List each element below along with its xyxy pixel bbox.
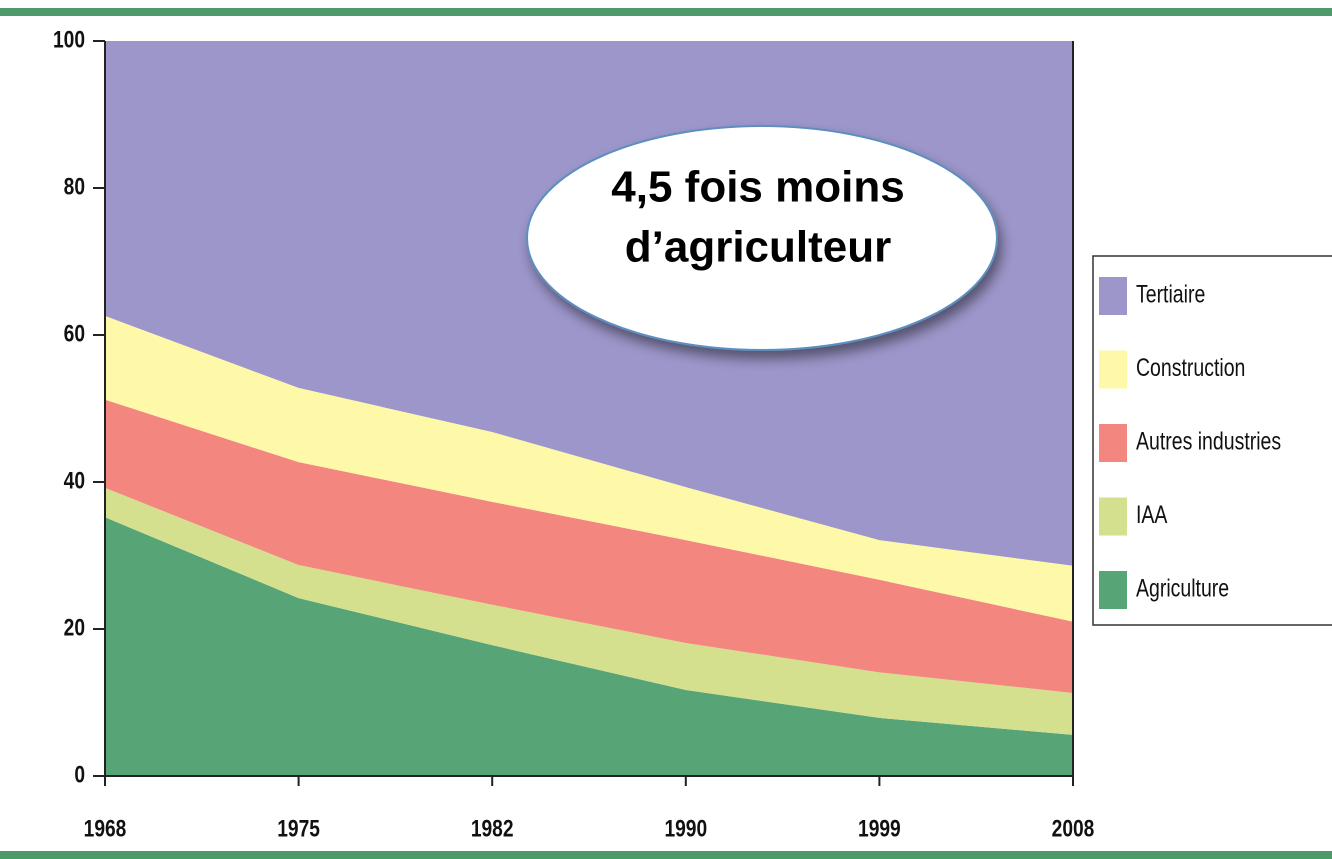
x-tick-label: 1968: [84, 814, 127, 842]
y-tick-label: 0: [74, 760, 85, 788]
legend-swatch: [1099, 277, 1127, 315]
legend-swatch: [1099, 424, 1127, 462]
legend-label: Construction: [1136, 354, 1245, 382]
legend-swatch: [1099, 497, 1127, 536]
y-tick-label: 60: [64, 319, 85, 347]
x-tick-label: 2008: [1052, 814, 1095, 842]
plot: [105, 41, 1073, 776]
legend-swatch: [1099, 350, 1127, 389]
legend-swatch: [1099, 571, 1127, 609]
x-tick-label: 1999: [858, 814, 901, 842]
legend-label: Agriculture: [1136, 574, 1229, 602]
legend-label: IAA: [1136, 501, 1167, 529]
legend: [1092, 255, 1332, 626]
x-tick-label: 1975: [277, 814, 320, 842]
area: [105, 315, 1073, 622]
top-rule: [0, 8, 1332, 16]
y-tick-label: 20: [64, 613, 85, 641]
x-tick-label: 1982: [471, 814, 514, 842]
y-tick-label: 100: [53, 25, 85, 53]
area: [105, 399, 1073, 693]
y-tick-label: 80: [64, 172, 85, 200]
annotation: d’agriculteur: [625, 223, 892, 272]
bottom-rule: [0, 851, 1332, 859]
legend-label: Autres industries: [1136, 427, 1281, 455]
y-tick-label: 40: [64, 466, 85, 494]
x-tick-label: 1990: [664, 814, 707, 842]
annotation: 4,5 fois moins: [611, 163, 904, 212]
area: [105, 517, 1073, 776]
legend-label: Tertiaire: [1136, 280, 1205, 308]
annotation-bubble: [526, 125, 998, 351]
area: [105, 487, 1073, 735]
